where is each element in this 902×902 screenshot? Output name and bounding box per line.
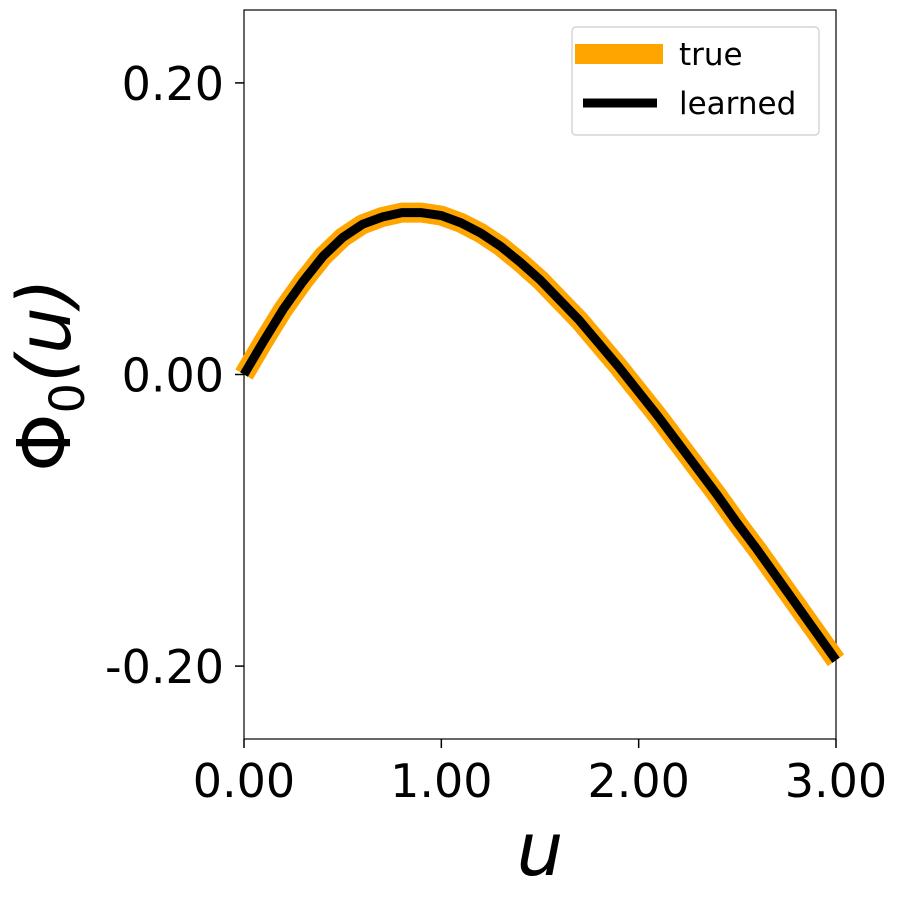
legend-label-true: true bbox=[679, 37, 743, 73]
y-axis-label-subscript: 0 bbox=[40, 383, 96, 414]
x-axis-ticks: 0.00 1.00 2.00 3.00 bbox=[193, 739, 887, 808]
series-line-learned bbox=[240, 208, 840, 663]
series-layer bbox=[235, 202, 845, 667]
x-tick-label: 3.00 bbox=[785, 754, 887, 808]
y-tick-label: 0.20 bbox=[122, 57, 224, 111]
y-axis-label: Φ0(u) bbox=[2, 278, 96, 471]
y-axis-ticks: -0.20 0.00 0.20 bbox=[105, 57, 244, 694]
y-axis-label-argument: (u) bbox=[2, 278, 88, 383]
y-tick-label: -0.20 bbox=[105, 640, 224, 694]
x-axis-label: u bbox=[517, 807, 564, 893]
y-axis-label-symbol: Φ bbox=[2, 413, 88, 471]
legend-label-learned: learned bbox=[679, 86, 796, 122]
y-tick-label: 0.00 bbox=[122, 349, 224, 403]
x-tick-label: 1.00 bbox=[390, 754, 492, 808]
x-tick-label: 0.00 bbox=[193, 754, 295, 808]
x-tick-label: 2.00 bbox=[587, 754, 689, 808]
legend: true learned bbox=[571, 26, 820, 136]
